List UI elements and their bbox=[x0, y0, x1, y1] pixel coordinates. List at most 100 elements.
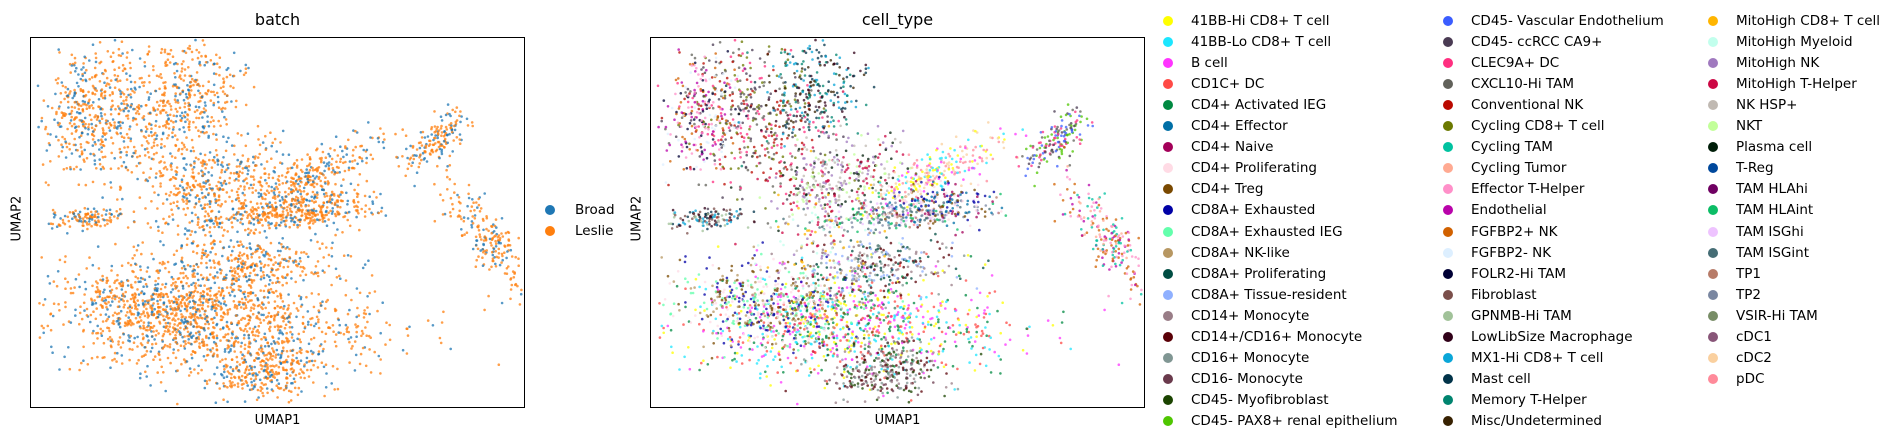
scatter-point bbox=[201, 164, 204, 168]
scatter-point bbox=[204, 182, 207, 185]
scatter-point bbox=[360, 144, 364, 148]
scatter-point bbox=[517, 236, 520, 240]
scatter-point bbox=[282, 265, 285, 269]
scatter-point bbox=[279, 249, 282, 253]
scatter-point bbox=[236, 385, 240, 388]
scatter-point bbox=[81, 99, 85, 103]
scatter-point bbox=[69, 71, 72, 74]
scatter-point bbox=[174, 280, 177, 284]
scatter-point bbox=[136, 313, 140, 317]
scatter-point bbox=[273, 307, 277, 310]
scatter-point bbox=[182, 143, 186, 147]
scatter-point bbox=[148, 328, 152, 331]
scatter-point bbox=[202, 295, 206, 298]
scatter-point bbox=[164, 292, 168, 296]
scatter-point bbox=[215, 62, 219, 65]
scatter-point bbox=[141, 299, 145, 302]
scatter-point bbox=[237, 375, 241, 379]
scatter-point bbox=[83, 55, 86, 59]
scatter-point bbox=[143, 292, 146, 295]
scatter-point bbox=[172, 337, 176, 340]
scatter-point bbox=[90, 224, 93, 228]
scatter-point bbox=[182, 114, 185, 118]
scatter-point bbox=[413, 184, 416, 188]
scatter-point bbox=[157, 75, 161, 78]
scatter-point bbox=[246, 373, 249, 377]
scatter-point bbox=[239, 69, 242, 73]
scatter-point bbox=[189, 306, 192, 310]
scatter-point bbox=[74, 209, 77, 212]
scatter-point bbox=[150, 252, 153, 256]
scatter-point bbox=[302, 186, 306, 190]
scatter-point bbox=[144, 328, 148, 332]
scatter-point bbox=[252, 155, 255, 159]
scatter-point bbox=[221, 110, 224, 113]
scatter-point bbox=[256, 124, 260, 128]
scatter-point bbox=[956, 367, 959, 371]
scatter-point bbox=[738, 325, 742, 329]
scatter-point bbox=[413, 154, 416, 157]
scatter-point bbox=[118, 325, 122, 329]
scatter-point bbox=[299, 376, 303, 379]
scatter-point bbox=[782, 371, 785, 374]
scatter-point bbox=[459, 110, 462, 113]
scatter-point bbox=[186, 113, 189, 116]
scatter-point bbox=[247, 227, 250, 231]
scatter-point bbox=[241, 171, 244, 175]
scatter-point bbox=[355, 131, 359, 134]
scatter-point bbox=[306, 255, 310, 259]
scatter-point bbox=[164, 81, 167, 84]
scatter-point bbox=[101, 155, 105, 159]
scatter-point bbox=[756, 345, 759, 348]
scatter-point bbox=[475, 258, 479, 262]
scatter-point bbox=[306, 153, 309, 156]
scatter-point bbox=[177, 206, 180, 210]
scatter-point bbox=[347, 166, 351, 170]
scatter-point bbox=[682, 323, 685, 326]
scatter-point bbox=[208, 378, 211, 382]
scatter-point bbox=[298, 256, 302, 260]
scatter-point bbox=[209, 59, 213, 62]
scatter-point bbox=[476, 206, 479, 209]
scatter-point bbox=[117, 312, 121, 315]
scatter-point bbox=[177, 289, 180, 293]
scatter-point bbox=[237, 187, 240, 191]
scatter-point bbox=[123, 146, 126, 149]
scatter-point bbox=[190, 50, 194, 54]
scatter-point bbox=[173, 98, 177, 101]
scatter-point bbox=[339, 205, 342, 209]
scatter-point bbox=[458, 142, 462, 145]
scatter-point bbox=[218, 221, 222, 225]
scatter-point bbox=[460, 217, 463, 221]
scatter-point bbox=[262, 394, 265, 398]
scatter-point bbox=[79, 143, 83, 146]
scatter-point bbox=[417, 165, 421, 169]
scatter-point bbox=[239, 306, 243, 309]
scatter-point bbox=[266, 212, 270, 215]
scatter-point bbox=[364, 326, 367, 329]
scatter-point bbox=[866, 300, 870, 304]
scatter-point bbox=[428, 139, 431, 143]
scatter-point bbox=[207, 298, 211, 302]
scatter-point bbox=[430, 126, 434, 129]
scatter-point bbox=[228, 379, 232, 383]
scatter-point bbox=[293, 161, 296, 165]
scatter-point bbox=[473, 209, 476, 212]
scatter-point bbox=[277, 353, 280, 356]
scatter-point bbox=[325, 224, 329, 227]
scatter-point bbox=[106, 337, 110, 341]
scatter-point bbox=[170, 208, 173, 211]
scatter-point bbox=[293, 199, 297, 202]
scatter-point bbox=[244, 327, 247, 331]
scatter-point bbox=[168, 325, 171, 328]
scatter-point bbox=[285, 180, 289, 183]
scatter-point bbox=[442, 310, 445, 314]
scatter-point bbox=[215, 311, 218, 315]
scatter-point bbox=[207, 278, 210, 282]
scatter-point bbox=[162, 104, 165, 108]
scatter-point bbox=[136, 244, 140, 247]
scatter-point bbox=[164, 282, 168, 286]
scatter-point bbox=[213, 155, 216, 159]
scatter-point bbox=[259, 385, 262, 389]
scatter-point bbox=[932, 336, 936, 340]
